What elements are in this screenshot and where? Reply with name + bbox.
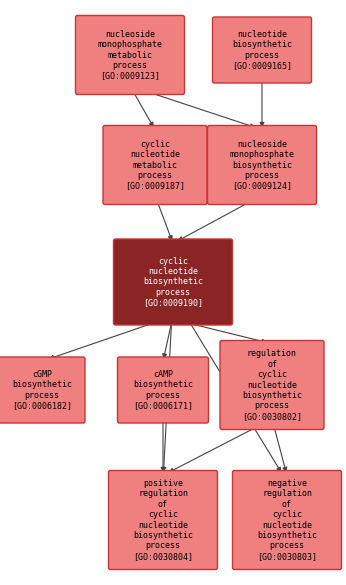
FancyBboxPatch shape	[220, 340, 324, 429]
FancyBboxPatch shape	[212, 17, 311, 83]
Text: cyclic
nucleotide
biosynthetic
process
[GO:0009190]: cyclic nucleotide biosynthetic process […	[143, 257, 203, 307]
Text: nucleotide
biosynthetic
process
[GO:0009165]: nucleotide biosynthetic process [GO:0009…	[232, 30, 292, 70]
Text: negative
regulation
of
cyclic
nucleotide
biosynthetic
process
[GO:0030803]: negative regulation of cyclic nucleotide…	[257, 479, 317, 561]
Text: positive
regulation
of
cyclic
nucleotide
biosynthetic
process
[GO:0030804]: positive regulation of cyclic nucleotide…	[133, 479, 193, 561]
Text: regulation
of
cyclic
nucleotide
biosynthetic
process
[GO:0030802]: regulation of cyclic nucleotide biosynth…	[242, 349, 302, 421]
FancyBboxPatch shape	[118, 357, 209, 423]
FancyBboxPatch shape	[75, 15, 184, 95]
Text: nucleoside
monophosphate
metabolic
process
[GO:0009123]: nucleoside monophosphate metabolic proce…	[98, 30, 163, 80]
FancyBboxPatch shape	[113, 239, 233, 325]
Text: cAMP
biosynthetic
process
[GO:0006171]: cAMP biosynthetic process [GO:0006171]	[133, 370, 193, 410]
Text: cyclic
nucleotide
metabolic
process
[GO:0009187]: cyclic nucleotide metabolic process [GO:…	[125, 140, 185, 190]
Text: nucleoside
monophosphate
biosynthetic
process
[GO:0009124]: nucleoside monophosphate biosynthetic pr…	[229, 140, 294, 190]
FancyBboxPatch shape	[0, 357, 85, 423]
FancyBboxPatch shape	[103, 126, 207, 205]
Text: cGMP
biosynthetic
process
[GO:0006182]: cGMP biosynthetic process [GO:0006182]	[12, 370, 72, 410]
FancyBboxPatch shape	[109, 470, 218, 570]
FancyBboxPatch shape	[233, 470, 342, 570]
FancyBboxPatch shape	[208, 126, 317, 205]
